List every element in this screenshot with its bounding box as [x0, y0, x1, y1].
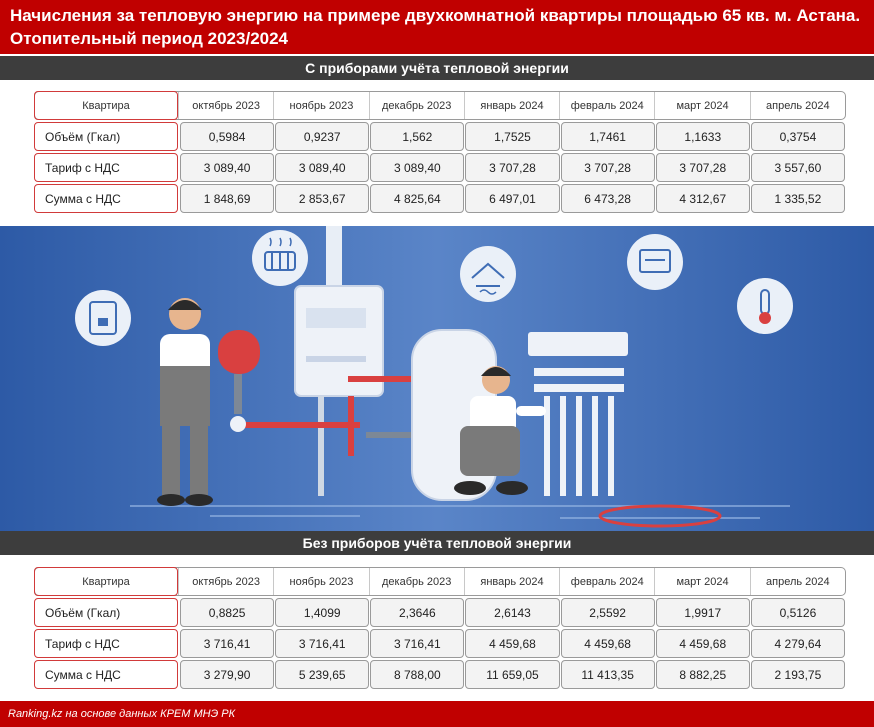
footer-source: Ranking.kz на основе данных КРЕМ МНЭ РК	[0, 701, 874, 727]
thermometer-icon	[737, 278, 793, 334]
section-title-with-meters: С приборами учёта тепловой энергии	[0, 56, 874, 80]
table-cell: 3 089,40	[180, 153, 275, 182]
heating-illustration	[0, 226, 874, 531]
radiator-icon	[252, 230, 308, 286]
month-header: март 2024	[654, 568, 749, 595]
table-corner-label: Квартира	[34, 567, 178, 596]
table-row: Тариф с НДС 3 716,41 3 716,41 3 716,41 4…	[34, 629, 846, 658]
table-cell: 1,4099	[275, 598, 370, 627]
worker-right	[454, 366, 546, 495]
month-header: апрель 2024	[749, 568, 845, 595]
month-header: октябрь 2023	[178, 92, 273, 119]
table-cell: 4 279,64	[750, 629, 845, 658]
thermostat-panel-icon	[627, 234, 683, 290]
table-cell: 2 853,67	[275, 184, 370, 213]
month-header: январь 2024	[463, 568, 559, 595]
table-row: Объём (Гкал) 0,5984 0,9237 1,562 1,7525 …	[34, 122, 846, 151]
table-cell: 3 707,28	[655, 153, 750, 182]
table-cell: 3 279,90	[180, 660, 275, 689]
table-cell: 1 848,69	[180, 184, 275, 213]
month-header: март 2024	[654, 92, 749, 119]
table-cell: 3 557,60	[750, 153, 845, 182]
table-cell: 0,9237	[275, 122, 370, 151]
table-row: Тариф с НДС 3 089,40 3 089,40 3 089,40 3…	[34, 153, 846, 182]
table-corner-label: Квартира	[34, 91, 178, 120]
month-header: январь 2024	[463, 92, 559, 119]
table-cell: 1,1633	[655, 122, 750, 151]
table-cell: 3 716,41	[370, 629, 465, 658]
table-cell: 4 459,68	[560, 629, 655, 658]
table-cell: 11 413,35	[560, 660, 655, 689]
table-cell: 3 089,40	[275, 153, 370, 182]
table-cell: 6 473,28	[560, 184, 655, 213]
manifold-panel	[528, 332, 722, 528]
table-cell: 0,5126	[750, 598, 845, 627]
table-cell: 0,5984	[180, 122, 275, 151]
table-cell: 11 659,05	[465, 660, 560, 689]
water-heater-icon	[75, 290, 131, 346]
table-cell: 0,8825	[180, 598, 275, 627]
page-header: Начисления за тепловую энергию на пример…	[0, 0, 874, 54]
row-label: Тариф с НДС	[34, 153, 178, 182]
table-cell: 1,9917	[655, 598, 750, 627]
month-header: ноябрь 2023	[273, 568, 368, 595]
table-cell: 1,7461	[560, 122, 655, 151]
month-header: ноябрь 2023	[273, 92, 368, 119]
table-cell: 8 788,00	[370, 660, 465, 689]
month-header: октябрь 2023	[178, 568, 273, 595]
table-cell: 4 459,68	[655, 629, 750, 658]
table-cell: 3 716,41	[275, 629, 370, 658]
table-cell: 2 193,75	[750, 660, 845, 689]
section-title-without-meters: Без приборов учёта тепловой энергии	[0, 531, 874, 555]
table-cell: 3 716,41	[180, 629, 275, 658]
page-title-line1: Начисления за тепловую энергию на пример…	[10, 6, 861, 25]
month-header: февраль 2024	[559, 568, 654, 595]
table-row: Объём (Гкал) 0,8825 1,4099 2,3646 2,6143…	[34, 598, 846, 627]
table-header-row: Квартира октябрь 2023 ноябрь 2023 декабр…	[34, 91, 846, 120]
table-cell: 3 707,28	[560, 153, 655, 182]
table-cell: 6 497,01	[465, 184, 560, 213]
table-header-row: Квартира октябрь 2023 ноябрь 2023 декабр…	[34, 567, 846, 596]
row-label: Объём (Гкал)	[34, 598, 178, 627]
worker-left	[157, 298, 260, 506]
table-cell: 4 459,68	[465, 629, 560, 658]
table-cell: 3 089,40	[370, 153, 465, 182]
month-header: декабрь 2023	[368, 568, 464, 595]
table-row: Сумма с НДС 3 279,90 5 239,65 8 788,00 1…	[34, 660, 846, 689]
table-cell: 1,7525	[465, 122, 560, 151]
table-cell: 2,5592	[560, 598, 655, 627]
boiler-unit	[240, 226, 418, 496]
table-without-meters: Квартира октябрь 2023 ноябрь 2023 декабр…	[34, 567, 846, 689]
month-header: декабрь 2023	[368, 92, 464, 119]
table-with-meters: Квартира октябрь 2023 ноябрь 2023 декабр…	[34, 91, 846, 213]
table-cell: 2,6143	[465, 598, 560, 627]
month-header: апрель 2024	[749, 92, 845, 119]
table-cell: 0,3754	[750, 122, 845, 151]
table-cell: 3 707,28	[465, 153, 560, 182]
table-cell: 4 825,64	[370, 184, 465, 213]
table-cell: 1 335,52	[750, 184, 845, 213]
table-cell: 5 239,65	[275, 660, 370, 689]
table-cell: 8 882,25	[655, 660, 750, 689]
row-label: Объём (Гкал)	[34, 122, 178, 151]
row-label: Сумма с НДС	[34, 660, 178, 689]
floor-heating-icon	[460, 246, 516, 302]
row-label: Сумма с НДС	[34, 184, 178, 213]
table-cell: 2,3646	[370, 598, 465, 627]
page-title-line2: Отопительный период 2023/2024	[10, 29, 289, 48]
month-header: февраль 2024	[559, 92, 654, 119]
table-cell: 4 312,67	[655, 184, 750, 213]
row-label: Тариф с НДС	[34, 629, 178, 658]
table-cell: 1,562	[370, 122, 465, 151]
table-row: Сумма с НДС 1 848,69 2 853,67 4 825,64 6…	[34, 184, 846, 213]
